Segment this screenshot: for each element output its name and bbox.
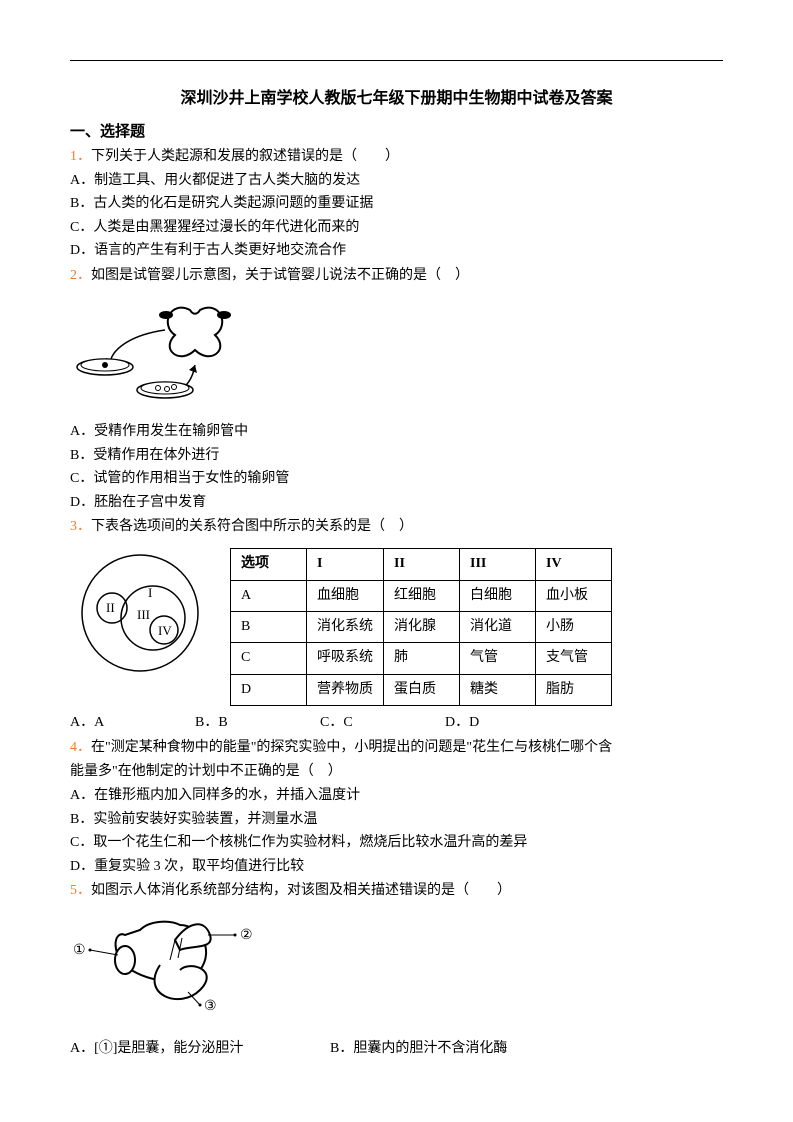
q3-stem: 3．下表各选项间的关系符合图中所示的关系的是（ ） bbox=[70, 516, 723, 538]
q2-stem: 2．如图是试管婴儿示意图，关于试管婴儿说法不正确的是（ ） bbox=[70, 265, 723, 287]
q4-A: A．在锥形瓶内加入同样多的水，并插入温度计 bbox=[70, 785, 723, 807]
table-row: A 血细胞 红细胞 白细胞 血小板 bbox=[231, 580, 612, 611]
q1-B: B．古人类的化石是研究人类起源问题的重要证据 bbox=[70, 193, 723, 215]
th: III bbox=[460, 549, 536, 580]
q4-D: D．重复实验 3 次，取平均值进行比较 bbox=[70, 856, 723, 878]
q5-A: A．[①]是胆囊，能分泌胆汁 bbox=[70, 1038, 330, 1060]
q3-table: 选项 I II III IV A 血细胞 红细胞 白细胞 血小板 B 消化系统 … bbox=[230, 548, 612, 706]
table-header-row: 选项 I II III IV bbox=[231, 549, 612, 580]
svg-text:②: ② bbox=[240, 928, 253, 943]
q2-D: D．胚胎在子宫中发育 bbox=[70, 492, 723, 514]
svg-text:II: II bbox=[106, 600, 115, 615]
svg-text:I: I bbox=[148, 585, 152, 600]
q2-C: C．试管的作用相当于女性的输卵管 bbox=[70, 468, 723, 490]
q3-B: B．B bbox=[195, 712, 320, 734]
q3-A: A．A bbox=[70, 712, 195, 734]
svg-text:③: ③ bbox=[204, 999, 217, 1014]
q5-text: 如图示人体消化系统部分结构，对该图及相关描述错误的是（ ） bbox=[91, 883, 511, 898]
table-row: B 消化系统 消化腺 消化道 小肠 bbox=[231, 612, 612, 643]
q3-venn: I II III IV bbox=[70, 548, 210, 686]
q4-C: C．取一个花生仁和一个核桃仁作为实验材料，燃烧后比较水温升高的差异 bbox=[70, 832, 723, 854]
q1-D: D．语言的产生有利于古人类更好地交流合作 bbox=[70, 240, 723, 262]
q2-num: 2． bbox=[70, 268, 91, 283]
q5-B: B．胆囊内的胆汁不含消化酶 bbox=[330, 1038, 507, 1060]
table-row: D 营养物质 蛋白质 糖类 脂肪 bbox=[231, 674, 612, 705]
th: IV bbox=[536, 549, 612, 580]
svg-text:IV: IV bbox=[158, 623, 172, 638]
q4-text-a: 在"测定某种食物中的能量"的探究实验中，小明提出的问题是"花生仁与核桃仁哪个含 bbox=[91, 740, 612, 755]
svg-text:III: III bbox=[137, 607, 150, 622]
q1-num: 1． bbox=[70, 149, 91, 164]
q4-stem-line1: 4．在"测定某种食物中的能量"的探究实验中，小明提出的问题是"花生仁与核桃仁哪个… bbox=[70, 737, 723, 759]
q1-stem: 1．下列关于人类起源和发展的叙述错误的是（ ） bbox=[70, 146, 723, 168]
th: I bbox=[307, 549, 384, 580]
digestive-diagram-icon: ① ② ③ bbox=[70, 910, 270, 1020]
q3-D: D．D bbox=[445, 712, 570, 734]
th: 选项 bbox=[231, 549, 307, 580]
top-rule bbox=[70, 60, 723, 61]
ivf-diagram-icon bbox=[70, 295, 280, 405]
q3-choices: A．A B．B C．C D．D bbox=[70, 712, 570, 734]
q5-choices-row: A．[①]是胆囊，能分泌胆汁 B．胆囊内的胆汁不含消化酶 bbox=[70, 1037, 723, 1061]
q3-C: C．C bbox=[320, 712, 445, 734]
th: II bbox=[384, 549, 460, 580]
q5-stem: 5．如图示人体消化系统部分结构，对该图及相关描述错误的是（ ） bbox=[70, 880, 723, 902]
q4-stem-line2: 能量多"在他制定的计划中不正确的是（ ） bbox=[70, 761, 723, 783]
venn-diagram-icon: I II III IV bbox=[70, 548, 210, 678]
q5-figure: ① ② ③ bbox=[70, 910, 723, 1028]
q2-text: 如图是试管婴儿示意图，关于试管婴儿说法不正确的是（ ） bbox=[91, 268, 469, 283]
q2-figure bbox=[70, 295, 723, 413]
q3-num: 3． bbox=[70, 519, 91, 534]
q4-B: B．实验前安装好实验装置，并测量水温 bbox=[70, 809, 723, 831]
table-row: C 呼吸系统 肺 气管 支气管 bbox=[231, 643, 612, 674]
q1-C: C．人类是由黑猩猩经过漫长的年代进化而来的 bbox=[70, 217, 723, 239]
q2-A: A．受精作用发生在输卵管中 bbox=[70, 421, 723, 443]
q2-B: B．受精作用在体外进行 bbox=[70, 445, 723, 467]
q3-text: 下表各选项间的关系符合图中所示的关系的是（ ） bbox=[91, 519, 413, 534]
q4-num: 4． bbox=[70, 740, 91, 755]
svg-text:①: ① bbox=[73, 943, 86, 958]
page-title: 深圳沙井上南学校人教版七年级下册期中生物期中试卷及答案 bbox=[70, 86, 723, 112]
q1-text: 下列关于人类起源和发展的叙述错误的是（ ） bbox=[91, 149, 399, 164]
section-heading: 一、选择题 bbox=[70, 120, 723, 144]
q5-num: 5． bbox=[70, 883, 91, 898]
q1-A: A．制造工具、用火都促进了古人类大脑的发达 bbox=[70, 170, 723, 192]
